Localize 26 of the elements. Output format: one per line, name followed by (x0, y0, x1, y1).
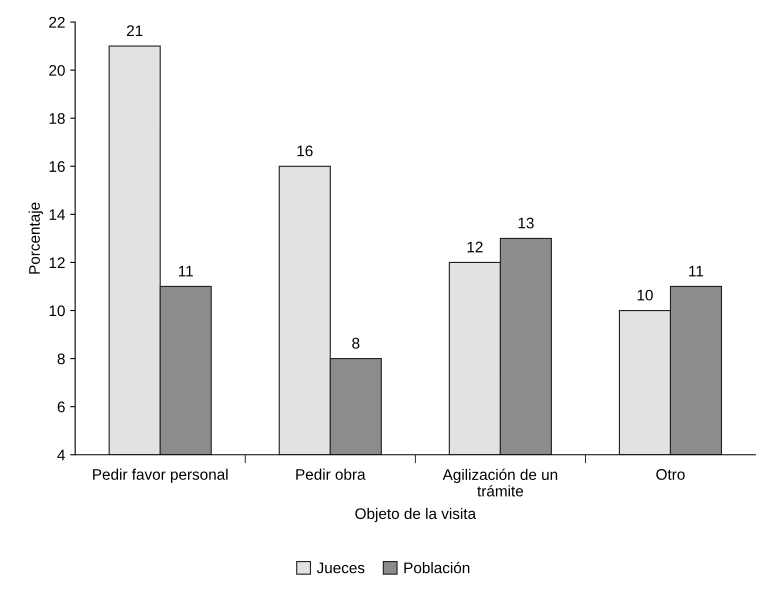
x-tick-label: Agilización de un trámite (442, 468, 558, 496)
data-label: 8 (352, 338, 360, 349)
y-tick-label: 4 (57, 450, 65, 460)
y-tick-label: 22 (49, 16, 65, 28)
y-tick-label: 16 (50, 161, 65, 172)
data-label: 13 (518, 218, 534, 228)
legend-label: Población (404, 562, 470, 574)
y-axis-title: Porcentaje (28, 202, 43, 274)
x-tick-label: Pedir obra (296, 468, 366, 480)
x-axis-title: Objeto de la visita (355, 508, 476, 522)
y-tick-label: 14 (50, 209, 65, 220)
y-tick-label: 8 (58, 353, 65, 364)
legend-label: Jueces (316, 562, 364, 574)
y-tick-label: 10 (50, 305, 65, 316)
data-label: 21 (126, 25, 142, 36)
data-label: 12 (468, 242, 483, 252)
data-label: 16 (297, 146, 313, 156)
y-tick-label: 12 (50, 257, 65, 268)
data-label: 11 (689, 266, 704, 276)
data-label: 10 (638, 290, 653, 301)
x-tick-label: Otro (656, 469, 685, 480)
y-tick-label: 6 (58, 402, 65, 412)
x-tick-label: Pedir favor personal (93, 468, 228, 483)
data-label: 11 (178, 266, 193, 276)
y-tick-label: 18 (50, 113, 65, 124)
y-tick-label: 20 (49, 64, 65, 76)
